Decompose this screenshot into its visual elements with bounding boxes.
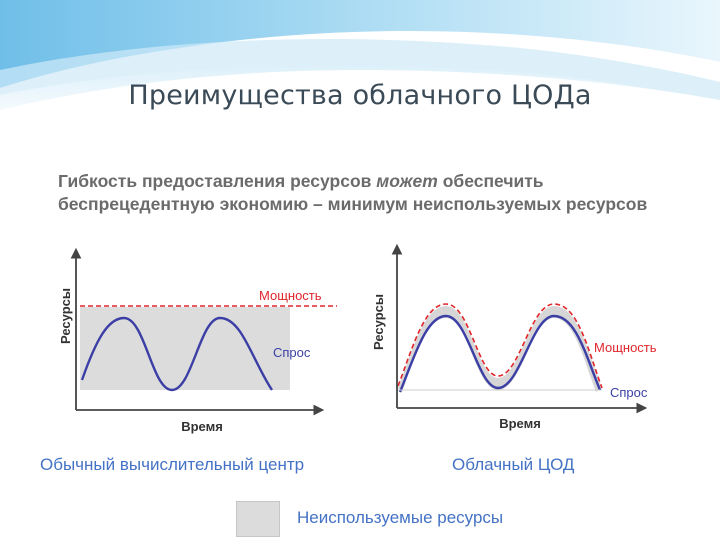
right-demand-curve — [398, 314, 602, 393]
intro-part-1: Гибкость предоставления ресурсов — [58, 171, 377, 191]
right-caption: Облачный ЦОД — [452, 455, 575, 474]
right-demand-label: Спрос — [610, 385, 648, 400]
right-x-axis-label: Время — [499, 416, 541, 431]
intro-part-2: обеспечить беспрецедентную экономию – ми… — [58, 171, 648, 214]
intro-text: Гибкость предоставления ресурсов может о… — [58, 170, 678, 216]
right-y-axis-label: Ресурсы — [371, 294, 386, 350]
intro-emphasis: может — [376, 171, 438, 191]
legend-label: Неиспользуемые ресурсы — [297, 508, 504, 527]
right-capacity-label: Мощность — [594, 340, 657, 355]
left-caption: Обычный вычислительный центр — [40, 455, 305, 474]
left-demand-label: Спрос — [273, 345, 311, 360]
left-chart: Ресурсы Время Мощность Спрос — [58, 247, 337, 434]
legend-swatch — [236, 501, 280, 537]
page-title: Преимущества облачного ЦОДа — [128, 80, 592, 111]
left-capacity-label: Мощность — [259, 288, 322, 303]
right-unused-band — [398, 306, 602, 392]
left-y-axis-label: Ресурсы — [58, 288, 73, 344]
right-chart: Ресурсы Время Мощность Спрос — [371, 243, 657, 431]
left-x-axis-label: Время — [181, 419, 223, 434]
left-demand-curve — [80, 316, 273, 392]
